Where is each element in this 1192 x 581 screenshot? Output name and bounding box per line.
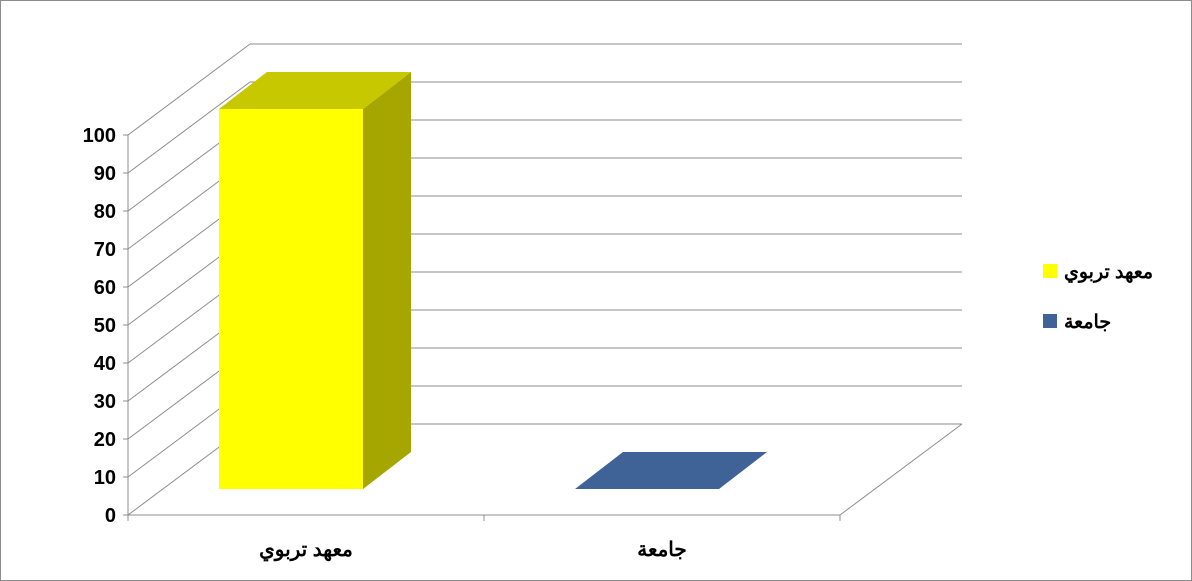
y-tick-label: 70 bbox=[94, 239, 116, 261]
y-tick-label: 50 bbox=[94, 315, 116, 337]
y-tick-label: 80 bbox=[94, 201, 116, 223]
y-tick-label: 90 bbox=[94, 163, 116, 185]
bars bbox=[219, 72, 767, 489]
y-tick-label: 10 bbox=[94, 467, 116, 489]
y-tick-label: 60 bbox=[94, 277, 116, 299]
axes bbox=[123, 134, 963, 521]
floor-right-edge bbox=[839, 423, 963, 516]
bar-top bbox=[219, 72, 411, 109]
x-tick-label: معهد تربوي bbox=[259, 539, 353, 562]
legend-label: معهد تربوي bbox=[1064, 262, 1153, 284]
legend-label: جامعة bbox=[1064, 312, 1111, 333]
y-tick-label: 0 bbox=[105, 505, 116, 527]
y-tick-label: 30 bbox=[94, 391, 116, 413]
y-tick-label: 20 bbox=[94, 429, 116, 451]
legend: معهد تربوي جامعة bbox=[1043, 262, 1153, 333]
gridline-side bbox=[127, 81, 251, 174]
legend-swatch bbox=[1043, 264, 1057, 278]
bar bbox=[575, 452, 767, 489]
legend-swatch bbox=[1043, 314, 1057, 328]
x-tick-labels: معهد تربوي جامعة bbox=[259, 539, 687, 562]
y-tick-label: 100 bbox=[83, 125, 116, 147]
x-tick-label: جامعة bbox=[637, 539, 687, 561]
gridline-side bbox=[127, 43, 251, 136]
bar-side bbox=[363, 72, 411, 489]
y-tick-labels: 0 10 20 30 40 50 60 70 80 90 100 bbox=[83, 125, 116, 527]
bar bbox=[219, 109, 363, 489]
y-tick-label: 40 bbox=[94, 353, 116, 375]
